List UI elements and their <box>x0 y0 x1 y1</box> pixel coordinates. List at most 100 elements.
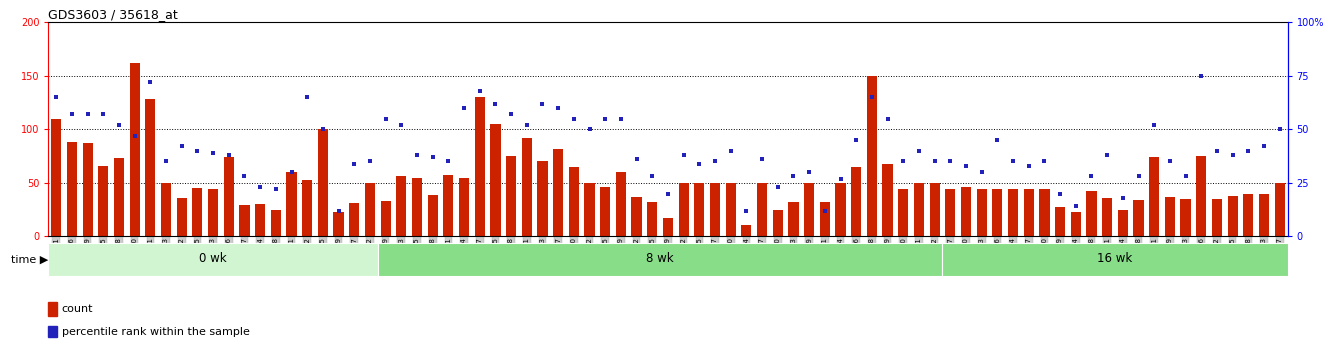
Point <box>469 88 491 93</box>
Bar <box>663 218 673 236</box>
Text: 8 wk: 8 wk <box>646 253 673 265</box>
Point <box>265 187 286 192</box>
Point <box>892 159 914 164</box>
Point <box>109 122 130 128</box>
Point <box>1191 73 1212 79</box>
Bar <box>302 180 312 236</box>
Text: 16 wk: 16 wk <box>1098 253 1133 265</box>
Bar <box>114 158 124 236</box>
Bar <box>505 156 516 236</box>
Bar <box>883 164 892 236</box>
Bar <box>1212 199 1222 236</box>
Bar <box>239 205 250 236</box>
Point <box>1206 148 1227 154</box>
Point <box>1111 195 1133 200</box>
Point <box>704 159 726 164</box>
Bar <box>223 157 234 236</box>
Point <box>970 169 992 175</box>
Point <box>406 152 427 158</box>
Bar <box>48 302 56 316</box>
Bar <box>521 138 532 236</box>
Point <box>140 80 161 85</box>
Text: percentile rank within the sample: percentile rank within the sample <box>62 327 250 337</box>
Bar <box>380 201 391 236</box>
Bar <box>286 172 297 236</box>
Point <box>610 116 632 121</box>
Point <box>626 157 648 162</box>
Point <box>547 105 569 111</box>
Point <box>923 159 945 164</box>
Bar <box>585 183 594 236</box>
Point <box>798 169 820 175</box>
Bar <box>98 166 109 236</box>
Point <box>579 127 601 132</box>
Point <box>720 148 742 154</box>
Bar <box>1227 196 1238 236</box>
Bar <box>444 175 453 236</box>
Point <box>234 174 255 179</box>
Bar <box>1039 189 1050 236</box>
FancyBboxPatch shape <box>48 243 378 276</box>
FancyBboxPatch shape <box>942 243 1288 276</box>
Point <box>845 137 867 143</box>
Bar <box>710 183 720 236</box>
Bar <box>411 177 422 236</box>
Point <box>1128 174 1149 179</box>
Bar <box>914 183 925 236</box>
Point <box>1222 152 1243 158</box>
Point <box>767 184 789 190</box>
Point <box>46 95 67 100</box>
Bar <box>601 187 610 236</box>
Point <box>594 116 616 121</box>
Point <box>532 101 554 107</box>
Bar <box>1133 200 1144 236</box>
Bar <box>192 188 203 236</box>
Point <box>375 116 396 121</box>
Point <box>1269 127 1290 132</box>
Bar <box>1274 183 1285 236</box>
Bar <box>632 197 641 236</box>
Bar <box>161 183 171 236</box>
Bar <box>820 202 831 236</box>
Bar <box>51 119 62 236</box>
Bar <box>458 177 469 236</box>
Point <box>1159 159 1180 164</box>
Point <box>93 112 114 117</box>
Bar <box>208 189 218 236</box>
Point <box>453 105 474 111</box>
Point <box>876 116 898 121</box>
Point <box>673 152 695 158</box>
Bar <box>804 183 814 236</box>
Point <box>422 155 444 160</box>
Point <box>1144 122 1165 128</box>
Point <box>829 176 851 181</box>
Bar <box>1008 189 1019 236</box>
Point <box>1253 144 1274 149</box>
Bar <box>270 209 281 236</box>
Bar <box>851 167 862 236</box>
Point <box>516 122 538 128</box>
Bar <box>679 183 688 236</box>
Point <box>218 152 239 158</box>
Point <box>939 159 961 164</box>
Point <box>1017 163 1039 168</box>
Point <box>359 159 380 164</box>
Point <box>782 174 804 179</box>
Bar <box>1165 197 1175 236</box>
Bar <box>349 203 359 236</box>
Bar <box>1196 156 1207 236</box>
Bar <box>317 129 328 236</box>
Point <box>438 159 460 164</box>
Bar <box>82 143 93 236</box>
Bar <box>1180 199 1191 236</box>
Bar <box>48 326 56 337</box>
Bar <box>176 198 187 236</box>
Bar <box>1086 191 1097 236</box>
Bar <box>1055 207 1066 236</box>
Bar <box>427 195 438 236</box>
Point <box>500 112 521 117</box>
Point <box>344 161 366 166</box>
Point <box>391 122 413 128</box>
Bar <box>1102 198 1113 236</box>
Text: GDS3603 / 35618_at: GDS3603 / 35618_at <box>48 8 179 21</box>
